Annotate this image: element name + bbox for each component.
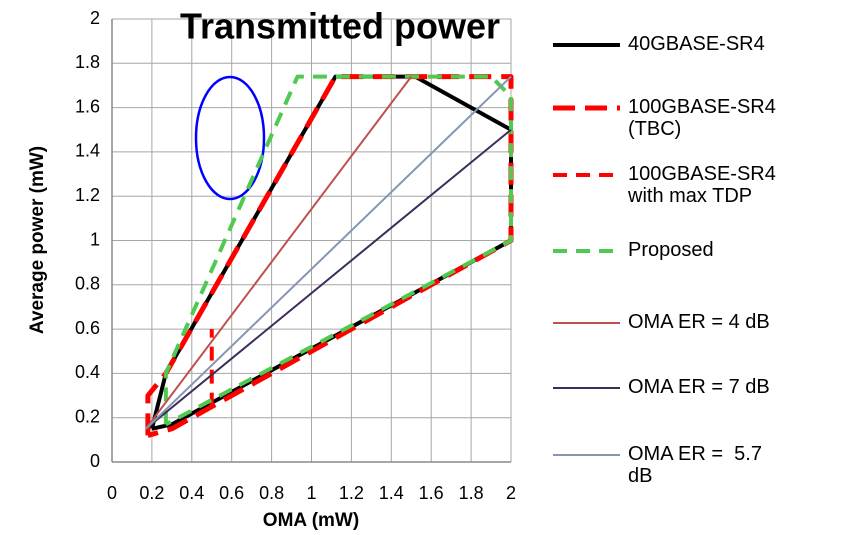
highlight-ellipse xyxy=(194,75,266,201)
x-tick-label: 0.4 xyxy=(179,483,204,503)
legend-label: OMA ER = 4 dB xyxy=(628,311,770,333)
x-tick-label: 2 xyxy=(506,483,516,503)
x-tick-label: 1.4 xyxy=(379,483,404,503)
x-tick-label: 1.6 xyxy=(419,483,444,503)
x-tick-label: 0.2 xyxy=(139,483,164,503)
series-line xyxy=(163,74,513,427)
x-tick-label: 0 xyxy=(107,483,117,503)
y-tick-label: 1.8 xyxy=(75,52,100,72)
series-line xyxy=(145,75,512,430)
x-tick-label: 0.8 xyxy=(259,483,284,503)
series-line xyxy=(145,128,512,430)
x-tick-label: 0.6 xyxy=(219,483,244,503)
y-axis-label: Average power (mW) xyxy=(27,146,48,334)
legend-label: OMA ER = 5.7 dB xyxy=(628,443,768,487)
legend-label: OMA ER = 7 dB xyxy=(628,376,770,398)
y-tick-label: 1.6 xyxy=(75,96,100,116)
y-tick-label: 1 xyxy=(90,229,100,249)
series-line xyxy=(145,75,413,430)
y-tick-label: 0.6 xyxy=(75,318,100,338)
grid xyxy=(111,18,512,463)
y-tick-label: 0.4 xyxy=(75,362,100,382)
y-tick-label: 2 xyxy=(90,8,100,28)
legend-label: Proposed xyxy=(628,239,714,261)
legend-label: 100GBASE-SR4 (TBC) xyxy=(628,96,782,140)
series-line xyxy=(149,74,513,431)
x-tick-label: 1.2 xyxy=(339,483,364,503)
x-tick-label: 1.8 xyxy=(459,483,484,503)
x-tick-label: 1 xyxy=(306,483,316,503)
y-tick-label: 0.8 xyxy=(75,274,100,294)
chart-title: Transmitted power xyxy=(180,6,500,47)
y-tick-label: 1.2 xyxy=(75,185,100,205)
series-line xyxy=(145,74,514,438)
y-tick-label: 1.4 xyxy=(75,141,100,161)
y-tick-label: 0.2 xyxy=(75,406,100,426)
legend-label: 40GBASE-SR4 xyxy=(628,33,765,55)
y-tick-label: 0 xyxy=(90,451,100,471)
x-axis-label: OMA (mW) xyxy=(263,510,359,531)
legend-label: 100GBASE-SR4 with max TDP xyxy=(628,163,782,207)
